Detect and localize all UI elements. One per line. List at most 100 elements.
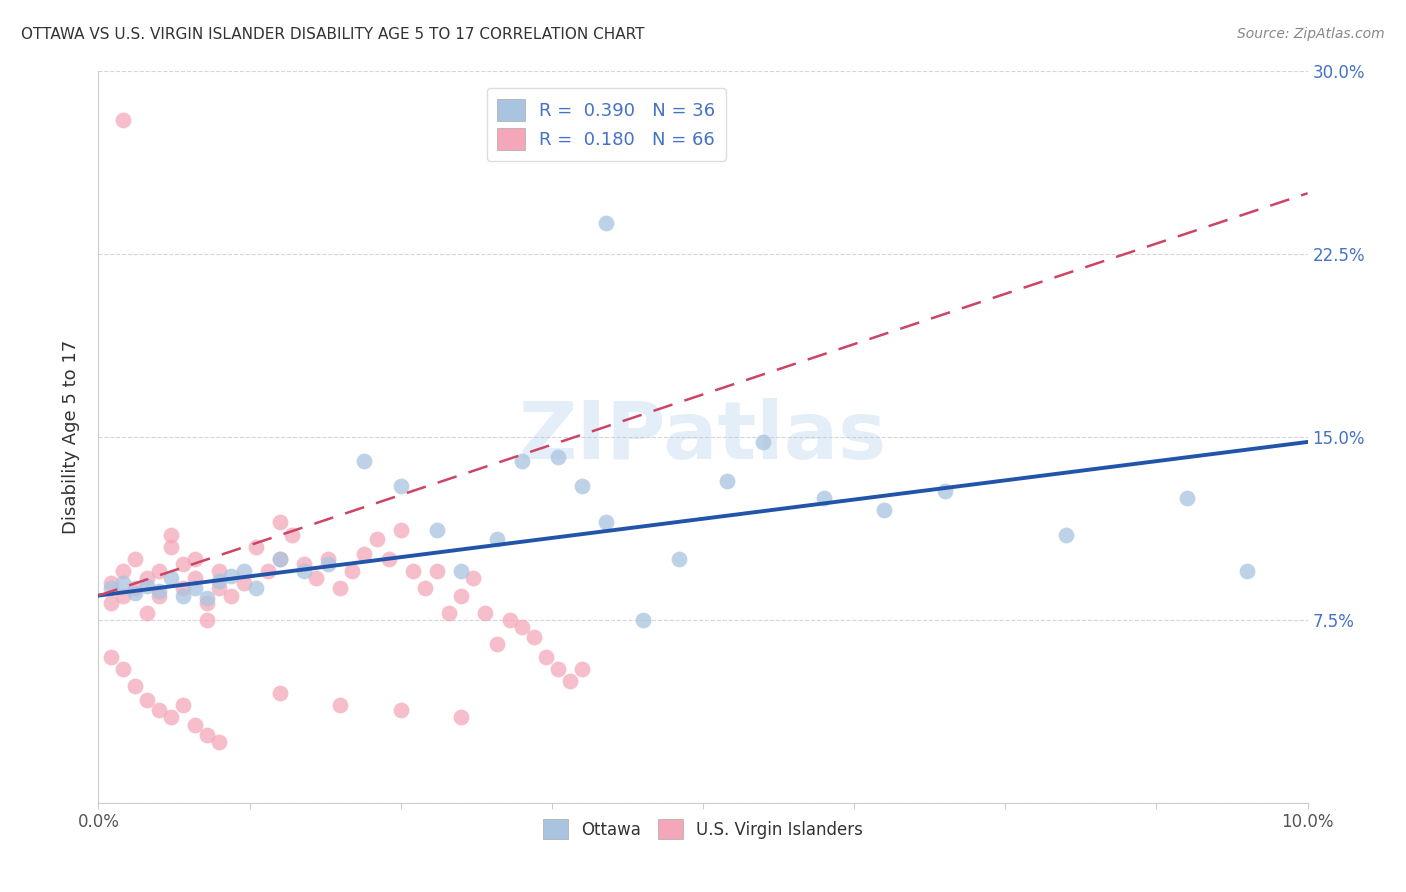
Point bbox=[1236, 564, 1258, 578]
Point bbox=[450, 589, 472, 603]
Point bbox=[269, 552, 291, 566]
Point bbox=[111, 662, 134, 676]
Point bbox=[353, 547, 375, 561]
Point bbox=[389, 703, 412, 717]
Point bbox=[486, 637, 509, 651]
Point bbox=[595, 516, 617, 530]
Point bbox=[100, 581, 122, 595]
Point bbox=[558, 673, 581, 688]
Point bbox=[172, 581, 194, 595]
Point bbox=[450, 564, 472, 578]
Point bbox=[402, 564, 425, 578]
Point bbox=[245, 581, 267, 595]
Point bbox=[269, 552, 291, 566]
Point bbox=[232, 576, 254, 591]
Point bbox=[148, 564, 170, 578]
Point bbox=[245, 540, 267, 554]
Point bbox=[184, 718, 207, 732]
Point bbox=[148, 703, 170, 717]
Point bbox=[716, 474, 738, 488]
Point bbox=[124, 679, 146, 693]
Point bbox=[195, 727, 218, 741]
Point bbox=[135, 572, 157, 586]
Point bbox=[934, 483, 956, 498]
Point bbox=[437, 606, 460, 620]
Point bbox=[195, 613, 218, 627]
Point bbox=[1054, 527, 1077, 541]
Point bbox=[269, 516, 291, 530]
Point bbox=[463, 572, 485, 586]
Point bbox=[281, 527, 304, 541]
Point bbox=[269, 686, 291, 700]
Point bbox=[221, 569, 243, 583]
Point bbox=[208, 564, 231, 578]
Point bbox=[208, 581, 231, 595]
Point bbox=[873, 503, 896, 517]
Point bbox=[510, 620, 533, 634]
Legend: Ottawa, U.S. Virgin Islanders: Ottawa, U.S. Virgin Islanders bbox=[533, 809, 873, 849]
Point bbox=[292, 564, 315, 578]
Point bbox=[172, 557, 194, 571]
Point bbox=[172, 589, 194, 603]
Point bbox=[450, 710, 472, 724]
Point bbox=[100, 649, 122, 664]
Point bbox=[256, 564, 278, 578]
Point bbox=[184, 572, 207, 586]
Point bbox=[148, 583, 170, 598]
Point bbox=[498, 613, 520, 627]
Point bbox=[292, 557, 315, 571]
Point bbox=[135, 693, 157, 707]
Point bbox=[221, 589, 243, 603]
Point bbox=[124, 581, 146, 595]
Point bbox=[184, 581, 207, 595]
Point bbox=[547, 662, 569, 676]
Point bbox=[547, 450, 569, 464]
Point bbox=[111, 113, 134, 128]
Point bbox=[426, 523, 449, 537]
Point bbox=[184, 552, 207, 566]
Point bbox=[523, 630, 546, 644]
Point bbox=[342, 564, 364, 578]
Point bbox=[195, 591, 218, 605]
Point bbox=[353, 454, 375, 468]
Point bbox=[389, 523, 412, 537]
Point bbox=[232, 564, 254, 578]
Point bbox=[195, 596, 218, 610]
Point bbox=[160, 572, 183, 586]
Point bbox=[571, 479, 593, 493]
Point bbox=[100, 596, 122, 610]
Text: ZIPatlas: ZIPatlas bbox=[519, 398, 887, 476]
Point bbox=[172, 698, 194, 713]
Point bbox=[426, 564, 449, 578]
Point bbox=[208, 574, 231, 588]
Point bbox=[135, 606, 157, 620]
Point bbox=[135, 579, 157, 593]
Point bbox=[486, 533, 509, 547]
Point bbox=[160, 527, 183, 541]
Point bbox=[305, 572, 328, 586]
Point bbox=[208, 735, 231, 749]
Point bbox=[474, 606, 496, 620]
Point bbox=[111, 589, 134, 603]
Point bbox=[111, 576, 134, 591]
Point bbox=[148, 589, 170, 603]
Text: OTTAWA VS U.S. VIRGIN ISLANDER DISABILITY AGE 5 TO 17 CORRELATION CHART: OTTAWA VS U.S. VIRGIN ISLANDER DISABILIT… bbox=[21, 27, 644, 42]
Point bbox=[366, 533, 388, 547]
Point bbox=[510, 454, 533, 468]
Point bbox=[1175, 491, 1198, 505]
Point bbox=[124, 586, 146, 600]
Point bbox=[813, 491, 835, 505]
Point bbox=[413, 581, 436, 595]
Point bbox=[316, 557, 339, 571]
Text: Source: ZipAtlas.com: Source: ZipAtlas.com bbox=[1237, 27, 1385, 41]
Point bbox=[160, 540, 183, 554]
Point bbox=[595, 215, 617, 229]
Point bbox=[571, 662, 593, 676]
Point bbox=[377, 552, 399, 566]
Point bbox=[534, 649, 557, 664]
Point bbox=[752, 434, 775, 449]
Point bbox=[111, 564, 134, 578]
Point bbox=[316, 552, 339, 566]
Point bbox=[329, 581, 352, 595]
Point bbox=[100, 576, 122, 591]
